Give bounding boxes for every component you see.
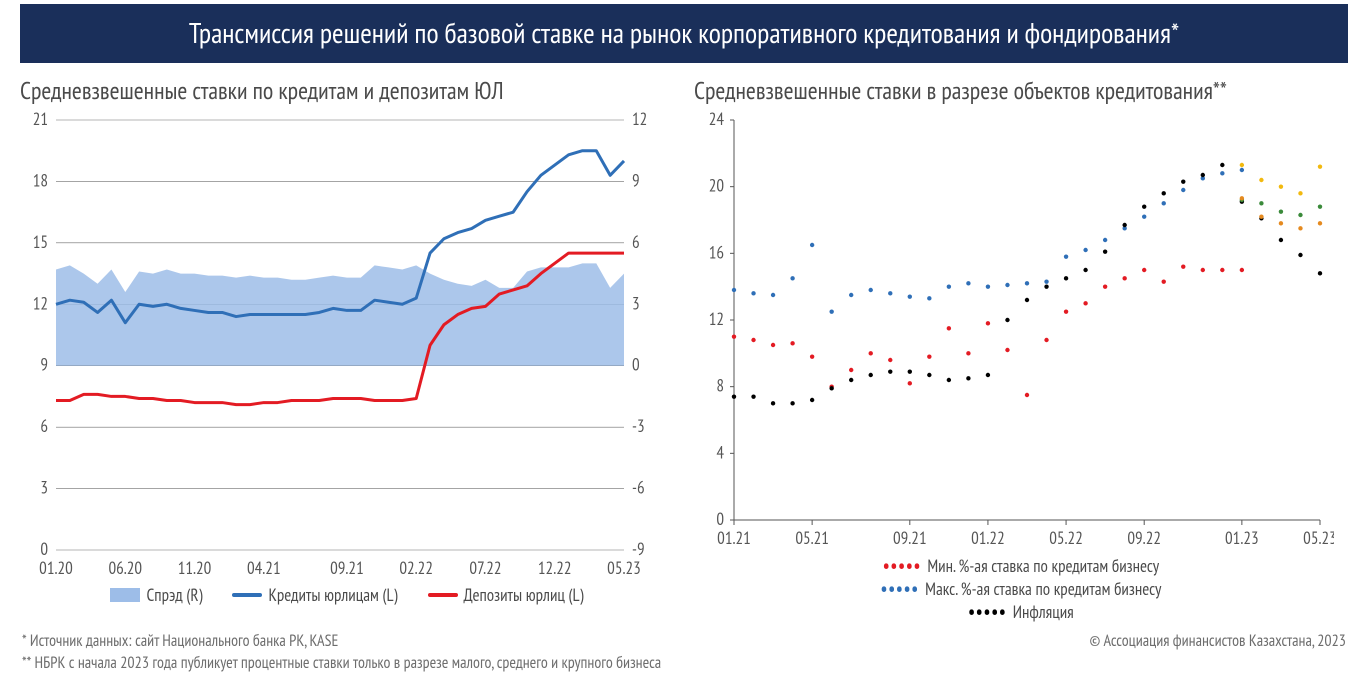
legend-credits: Кредиты юрлицам (L): [232, 584, 397, 606]
svg-text:12: 12: [33, 292, 48, 314]
svg-text:05.22: 05.22: [1049, 527, 1083, 549]
footnote-note2: ** НБРК с начала 2023 года публикует про…: [22, 653, 661, 675]
legend-label: Депозиты юрлиц (L): [464, 584, 584, 606]
legend-spread: Спрэд (R): [110, 584, 202, 606]
svg-text:20: 20: [709, 175, 724, 197]
legend-label: Спрэд (R): [146, 584, 202, 606]
svg-text:07.22: 07.22: [469, 557, 501, 579]
page-title: Трансмиссия решений по базовой ставке на…: [20, 4, 1348, 63]
svg-text:3: 3: [40, 477, 48, 499]
svg-text:12: 12: [632, 110, 647, 130]
svg-text:01.20: 01.20: [39, 557, 73, 579]
legend-inflation: ••••• Инфляция: [968, 600, 1074, 623]
svg-text:-6: -6: [632, 477, 645, 499]
svg-text:06.20: 06.20: [108, 557, 142, 579]
svg-text:3: 3: [632, 292, 640, 314]
copyright: © Ассоциация финансистов Казахстана, 202…: [1089, 631, 1346, 674]
svg-text:05.23: 05.23: [1303, 527, 1334, 549]
svg-text:09.21: 09.21: [330, 557, 364, 579]
svg-text:09.21: 09.21: [893, 527, 927, 549]
svg-text:8: 8: [716, 375, 724, 397]
svg-text:02.22: 02.22: [399, 557, 433, 579]
svg-text:01.22: 01.22: [971, 527, 1005, 549]
line-swatch-icon: [232, 593, 262, 597]
svg-text:01.23: 01.23: [1225, 527, 1259, 549]
line-swatch-icon: [428, 593, 458, 597]
svg-text:11.20: 11.20: [178, 557, 212, 579]
svg-text:12: 12: [709, 308, 724, 330]
left-chart-svg: 036912151821-9-6-303691201.2006.2011.200…: [20, 110, 660, 580]
svg-text:04.21: 04.21: [247, 557, 281, 579]
dots-swatch-icon: •••••: [881, 577, 919, 600]
left-legend: Спрэд (R) Кредиты юрлицам (L) Депозиты ю…: [20, 584, 674, 606]
svg-text:6: 6: [40, 415, 48, 437]
legend-deposits: Депозиты юрлиц (L): [428, 584, 584, 606]
right-chart-panel: Средневзвешенные ставки в разрезе объект…: [694, 73, 1348, 623]
svg-text:0: 0: [632, 354, 640, 376]
legend-label: Макс. %-ая ставка по кредитам бизнесу: [925, 578, 1161, 600]
left-chart-panel: Средневзвешенные ставки по кредитам и де…: [20, 73, 674, 623]
footnote-source: * Источник данных: сайт Национального ба…: [22, 631, 661, 653]
right-chart-subtitle: Средневзвешенные ставки в разрезе объект…: [694, 75, 1348, 106]
svg-text:05.21: 05.21: [795, 527, 829, 549]
svg-text:9: 9: [40, 354, 48, 376]
svg-text:9: 9: [632, 169, 640, 191]
svg-text:24: 24: [709, 110, 725, 130]
svg-text:-3: -3: [632, 415, 645, 437]
svg-text:18: 18: [33, 169, 48, 191]
left-chart-subtitle: Средневзвешенные ставки по кредитам и де…: [20, 75, 674, 106]
footnotes: * Источник данных: сайт Национального ба…: [0, 623, 1368, 674]
legend-label: Кредиты юрлицам (L): [268, 584, 397, 606]
area-swatch-icon: [110, 588, 140, 602]
svg-text:12.22: 12.22: [538, 557, 572, 579]
svg-text:01.21: 01.21: [717, 527, 751, 549]
dots-swatch-icon: •••••: [968, 600, 1006, 623]
svg-text:09.22: 09.22: [1127, 527, 1161, 549]
svg-text:4: 4: [716, 441, 724, 463]
svg-text:05.23: 05.23: [607, 557, 641, 579]
svg-text:21: 21: [33, 110, 48, 130]
legend-max-rate: ••••• Макс. %-ая ставка по кредитам бизн…: [881, 577, 1162, 600]
svg-text:6: 6: [632, 231, 640, 253]
svg-text:15: 15: [33, 231, 48, 253]
right-chart-svg: 0481216202401.2105.2109.2101.2205.2209.2…: [694, 110, 1334, 580]
legend-label: Инфляция: [1013, 601, 1074, 623]
svg-text:16: 16: [709, 241, 724, 263]
